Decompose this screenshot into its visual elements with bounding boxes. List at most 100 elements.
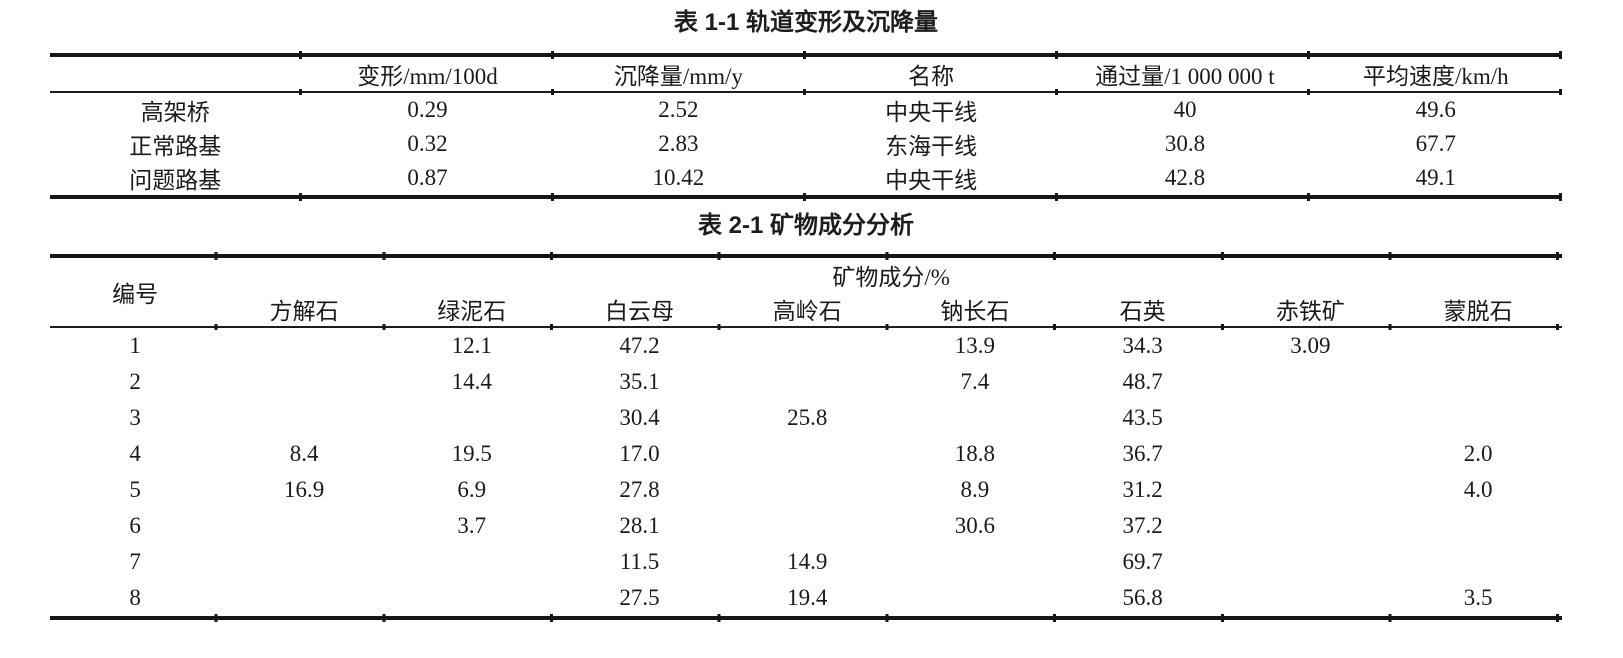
table-cell xyxy=(1226,400,1394,436)
table-cell xyxy=(388,580,556,616)
table-row: 4 8.4 19.5 17.0 18.8 36.7 2.0 xyxy=(50,436,1562,472)
table-cell xyxy=(220,544,388,580)
table-cell: 42.8 xyxy=(1164,165,1206,190)
table-cell: 0.32 xyxy=(407,131,448,156)
table1-bottom-rule xyxy=(50,193,1562,201)
table-row: 6 3.7 28.1 30.6 37.2 xyxy=(50,508,1562,544)
column-header-kaolinite: 高岭石 xyxy=(772,299,842,324)
table-cell xyxy=(1226,472,1394,508)
table-header-row: 变形/mm/100d 沉降量/mm/y 名称 通过量/1 000 000 t 平… xyxy=(50,57,1562,91)
table-cell: 27.8 xyxy=(619,477,660,502)
mineral-table: 编号 矿物成分/% 方解石 绿泥石 白云母 高岭石 钠长石 石英 赤铁矿 蒙脱石 xyxy=(50,252,1562,622)
column-header-empty xyxy=(50,57,300,91)
table-cell: 30.6 xyxy=(954,513,996,538)
row-id: 8 xyxy=(129,585,141,610)
column-header-avg-speed: 平均速度/km/h xyxy=(1362,64,1509,89)
row-label: 问题路基 xyxy=(129,168,222,193)
table-cell xyxy=(388,544,556,580)
table-cell: 27.5 xyxy=(619,585,660,610)
deformation-table-header: 变形/mm/100d 沉降量/mm/y 名称 通过量/1 000 000 t 平… xyxy=(50,57,1562,91)
column-header-name: 名称 xyxy=(908,64,955,89)
column-header-settlement: 沉降量/mm/y xyxy=(613,64,743,89)
table-cell xyxy=(388,400,556,436)
table-cell xyxy=(1226,436,1394,472)
table-cell: 43.5 xyxy=(1122,405,1163,430)
row-id: 1 xyxy=(129,333,141,358)
table-cell xyxy=(1394,364,1562,400)
table-subheader-row: 方解石 绿泥石 白云母 高岭石 钠长石 石英 赤铁矿 蒙脱石 xyxy=(50,292,1562,326)
table-cell: 69.7 xyxy=(1122,549,1163,574)
table-cell xyxy=(723,364,891,400)
table-cell: 8.9 xyxy=(960,477,990,502)
table-cell xyxy=(1226,580,1394,616)
table-cell: 3.5 xyxy=(1463,585,1493,610)
table-cell xyxy=(1226,508,1394,544)
table1-mid-rule-ticks xyxy=(50,89,1562,95)
table-cell: 34.3 xyxy=(1122,333,1163,358)
table-cell: 3.09 xyxy=(1290,333,1331,358)
table-row: 8 27.5 19.4 56.8 3.5 xyxy=(50,580,1562,616)
table-cell: 19.5 xyxy=(451,441,492,466)
table-cell: 30.4 xyxy=(619,405,660,430)
table-row: 5 16.9 6.9 27.8 8.9 31.2 4.0 xyxy=(50,472,1562,508)
table-cell: 14.4 xyxy=(451,369,492,394)
page-content: 表 1-1 轨道变形及沉降量 变形/mm/100d 沉降量/mm/y 名称 通过… xyxy=(50,0,1562,622)
column-header-montmorillonite: 蒙脱石 xyxy=(1443,299,1513,324)
table1-caption: 表 1-1 轨道变形及沉降量 xyxy=(673,9,939,36)
table-row: 1 12.1 47.2 13.9 34.3 3.09 xyxy=(50,328,1562,364)
column-header-id: 编号 xyxy=(112,282,159,307)
table-cell: 东海干线 xyxy=(885,134,978,159)
table-row: 7 11.5 14.9 69.7 xyxy=(50,544,1562,580)
row-id: 6 xyxy=(129,513,141,538)
table-cell: 0.87 xyxy=(407,165,448,190)
table2-mid-rule-ticks xyxy=(50,324,1562,330)
column-header-calcite: 方解石 xyxy=(269,299,339,324)
group-header-mineral-composition: 矿物成分/% xyxy=(832,265,950,290)
table-cell: 47.2 xyxy=(619,333,660,358)
table2-top-rule-ticks xyxy=(50,252,1562,260)
table-cell: 25.8 xyxy=(787,405,828,430)
table-cell xyxy=(723,472,891,508)
table-header-row: 编号 矿物成分/% xyxy=(50,258,1562,307)
table-row: 3 30.4 25.8 43.5 xyxy=(50,400,1562,436)
table-cell xyxy=(220,508,388,544)
table-cell xyxy=(891,544,1059,580)
table-cell xyxy=(723,508,891,544)
table-cell xyxy=(891,400,1059,436)
table2-mid-rule xyxy=(50,324,1562,330)
table1-mid-rule xyxy=(50,89,1562,95)
row-id: 5 xyxy=(129,477,141,502)
column-header-deformation: 变形/mm/100d xyxy=(357,64,498,89)
table-cell xyxy=(220,364,388,400)
table-cell: 49.1 xyxy=(1415,165,1456,190)
column-header-muscovite: 白云母 xyxy=(605,299,674,324)
table-cell: 13.9 xyxy=(954,333,996,358)
table-cell: 56.8 xyxy=(1122,585,1163,610)
table1-bottom-rule-ticks xyxy=(50,193,1562,201)
table2-bottom-rule xyxy=(50,614,1562,622)
table1-top-rule xyxy=(50,51,1562,59)
deformation-table: 变形/mm/100d 沉降量/mm/y 名称 通过量/1 000 000 t 平… xyxy=(50,51,1562,201)
table-cell: 49.6 xyxy=(1415,97,1456,122)
table-cell xyxy=(220,328,388,364)
table-cell: 40 xyxy=(1173,97,1197,122)
table-cell: 2.83 xyxy=(658,131,699,156)
table-cell: 6.9 xyxy=(457,477,487,502)
table-row: 2 14.4 35.1 7.4 48.7 xyxy=(50,364,1562,400)
table-cell: 28.1 xyxy=(619,513,660,538)
table-cell: 18.8 xyxy=(954,441,996,466)
table-cell: 36.7 xyxy=(1122,441,1163,466)
table-cell: 10.42 xyxy=(652,165,705,190)
table-cell: 0.29 xyxy=(407,97,448,122)
row-id: 4 xyxy=(129,441,141,466)
table-cell: 2.0 xyxy=(1463,441,1493,466)
mineral-table-header: 编号 矿物成分/% 方解石 绿泥石 白云母 高岭石 钠长石 石英 赤铁矿 蒙脱石 xyxy=(50,258,1562,326)
table-cell xyxy=(1226,364,1394,400)
table-cell xyxy=(1394,544,1562,580)
column-header-chlorite: 绿泥石 xyxy=(437,299,507,324)
column-header-throughput: 通过量/1 000 000 t xyxy=(1095,64,1275,89)
mineral-table-body: 1 12.1 47.2 13.9 34.3 3.09 2 14.4 35.1 xyxy=(50,328,1562,616)
table-cell: 35.1 xyxy=(619,369,660,394)
row-label: 高架桥 xyxy=(140,100,210,125)
row-label: 正常路基 xyxy=(129,134,222,159)
